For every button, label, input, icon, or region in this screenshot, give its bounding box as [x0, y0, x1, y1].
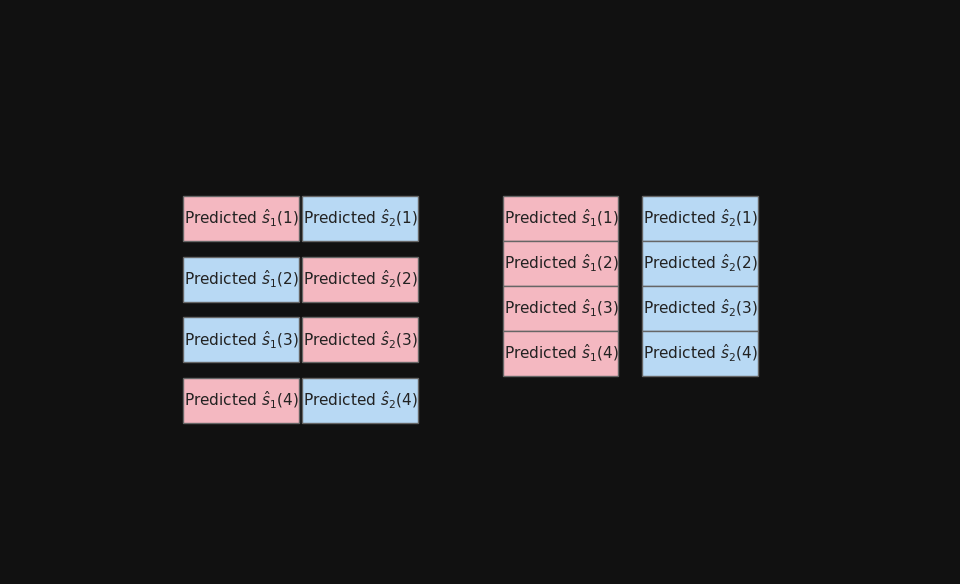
Text: Predicted $\hat{s}_1$(3): Predicted $\hat{s}_1$(3): [183, 329, 299, 350]
Text: Predicted $\hat{s}_2$(1): Predicted $\hat{s}_2$(1): [642, 208, 757, 229]
Text: Predicted $\hat{s}_1$(2): Predicted $\hat{s}_1$(2): [503, 253, 618, 274]
Text: Predicted $\hat{s}_1$(3): Predicted $\hat{s}_1$(3): [503, 298, 618, 319]
FancyBboxPatch shape: [183, 378, 299, 423]
FancyBboxPatch shape: [642, 241, 757, 286]
Text: Predicted $\hat{s}_1$(1): Predicted $\hat{s}_1$(1): [503, 208, 618, 229]
FancyBboxPatch shape: [183, 196, 299, 241]
Text: Predicted $\hat{s}_2$(4): Predicted $\hat{s}_2$(4): [642, 343, 757, 364]
FancyBboxPatch shape: [302, 378, 418, 423]
Text: Predicted $\hat{s}_1$(1): Predicted $\hat{s}_1$(1): [183, 208, 299, 229]
Text: Predicted $\hat{s}_2$(2): Predicted $\hat{s}_2$(2): [642, 253, 757, 274]
Text: Predicted $\hat{s}_1$(2): Predicted $\hat{s}_1$(2): [183, 269, 299, 290]
FancyBboxPatch shape: [302, 196, 418, 241]
FancyBboxPatch shape: [642, 196, 757, 241]
FancyBboxPatch shape: [503, 241, 618, 286]
FancyBboxPatch shape: [642, 286, 757, 331]
Text: Predicted $\hat{s}_1$(4): Predicted $\hat{s}_1$(4): [503, 343, 618, 364]
Text: Predicted $\hat{s}_1$(4): Predicted $\hat{s}_1$(4): [183, 390, 299, 411]
Text: Predicted $\hat{s}_2$(3): Predicted $\hat{s}_2$(3): [642, 298, 757, 319]
Text: Predicted $\hat{s}_2$(4): Predicted $\hat{s}_2$(4): [302, 390, 418, 411]
FancyBboxPatch shape: [503, 286, 618, 331]
FancyBboxPatch shape: [183, 257, 299, 302]
Text: Predicted $\hat{s}_2$(3): Predicted $\hat{s}_2$(3): [302, 329, 418, 350]
Text: Predicted $\hat{s}_2$(2): Predicted $\hat{s}_2$(2): [302, 269, 418, 290]
FancyBboxPatch shape: [302, 257, 418, 302]
FancyBboxPatch shape: [642, 331, 757, 376]
FancyBboxPatch shape: [503, 331, 618, 376]
FancyBboxPatch shape: [503, 196, 618, 241]
Text: Predicted $\hat{s}_2$(1): Predicted $\hat{s}_2$(1): [302, 208, 418, 229]
FancyBboxPatch shape: [183, 318, 299, 362]
FancyBboxPatch shape: [302, 318, 418, 362]
